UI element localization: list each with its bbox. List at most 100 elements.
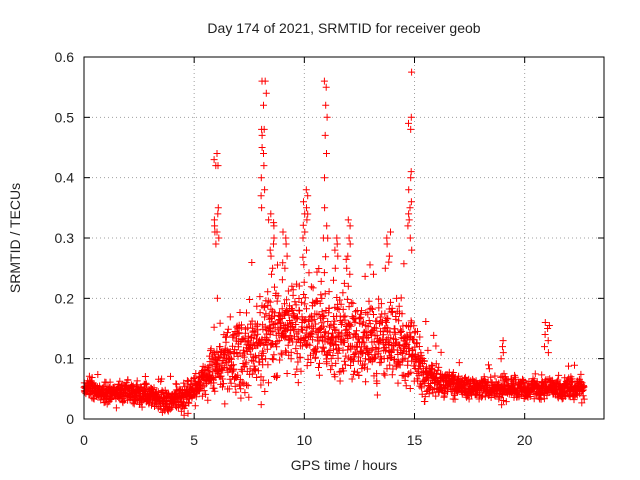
- data-point: [449, 369, 457, 376]
- data-point: [307, 359, 315, 366]
- data-point: [344, 282, 352, 290]
- data-point: [279, 228, 287, 236]
- data-point: [407, 113, 415, 121]
- x-tick-label: 0: [80, 432, 88, 448]
- data-point: [270, 240, 277, 248]
- data-point: [226, 313, 234, 321]
- data-point: [400, 260, 408, 268]
- data-point: [89, 394, 97, 402]
- data-point: [318, 319, 326, 327]
- data-point: [276, 309, 284, 317]
- data-point: [408, 357, 416, 365]
- data-point: [288, 319, 296, 326]
- data-point: [373, 379, 381, 387]
- data-point: [339, 289, 347, 297]
- data-point: [263, 336, 271, 344]
- data-point: [416, 333, 424, 341]
- data-point: [372, 324, 380, 332]
- data-point: [269, 264, 277, 272]
- data-point: [432, 360, 440, 368]
- data-point: [331, 317, 339, 325]
- data-point: [318, 308, 326, 316]
- data-point: [243, 381, 250, 389]
- data-point: [357, 357, 364, 365]
- data-point: [512, 375, 519, 383]
- data-point: [345, 303, 353, 311]
- data-point: [270, 222, 278, 230]
- data-point: [232, 388, 240, 396]
- data-point: [297, 367, 305, 375]
- data-point: [260, 101, 267, 109]
- y-tick-label: 0: [66, 411, 74, 427]
- data-point: [400, 371, 408, 379]
- data-point: [258, 131, 266, 139]
- data-point: [383, 365, 391, 373]
- data-point: [405, 186, 413, 194]
- data-point: [284, 308, 292, 315]
- data-point: [282, 234, 290, 242]
- data-point: [340, 279, 348, 287]
- data-point: [320, 329, 328, 337]
- data-point: [294, 358, 302, 366]
- data-point: [355, 335, 362, 343]
- data-point: [293, 350, 301, 358]
- data-point: [544, 349, 552, 357]
- data-point: [293, 365, 301, 373]
- chart-title: Day 174 of 2021, SRMTID for receiver geo…: [207, 20, 480, 36]
- data-point: [355, 372, 363, 379]
- data-point: [274, 292, 282, 300]
- data-point: [366, 320, 374, 328]
- data-point: [245, 393, 253, 401]
- data-point: [391, 355, 399, 363]
- data-point: [262, 89, 270, 97]
- data-point: [381, 264, 389, 272]
- data-point: [342, 352, 350, 360]
- data-point: [257, 174, 265, 182]
- data-point: [229, 332, 237, 340]
- data-point: [352, 308, 359, 316]
- data-point: [314, 329, 322, 337]
- data-point: [267, 210, 275, 218]
- data-point: [312, 320, 320, 328]
- data-point: [300, 278, 308, 286]
- data-point: [289, 291, 297, 299]
- data-point: [341, 361, 349, 369]
- data-point: [330, 325, 338, 333]
- data-point: [261, 388, 269, 395]
- data-point: [137, 383, 145, 391]
- data-point: [317, 333, 325, 341]
- data-point: [531, 370, 539, 378]
- data-point: [283, 252, 291, 260]
- data-point: [88, 374, 96, 381]
- data-point: [322, 83, 330, 91]
- data-point: [180, 411, 188, 419]
- data-point: [306, 341, 314, 349]
- data-point: [281, 300, 288, 308]
- data-point: [262, 310, 270, 318]
- data-point: [306, 313, 314, 321]
- data-point: [361, 360, 369, 368]
- data-point: [402, 382, 410, 390]
- data-point: [424, 346, 432, 354]
- data-point: [320, 312, 328, 320]
- data-point: [283, 296, 291, 304]
- data-point: [261, 186, 269, 194]
- data-point: [344, 216, 352, 224]
- data-point: [540, 395, 548, 403]
- data-point: [555, 371, 563, 379]
- data-point: [311, 353, 319, 361]
- data-point: [213, 347, 221, 355]
- data-point: [408, 246, 416, 254]
- data-point: [346, 240, 354, 248]
- data-point: [267, 252, 275, 260]
- data-point: [397, 294, 405, 302]
- data-point: [405, 119, 412, 127]
- data-point: [173, 380, 181, 388]
- data-point: [327, 366, 335, 374]
- data-point: [258, 125, 266, 133]
- data-point: [106, 378, 114, 386]
- data-point: [383, 240, 391, 248]
- data-point: [216, 343, 224, 351]
- data-point: [412, 340, 420, 348]
